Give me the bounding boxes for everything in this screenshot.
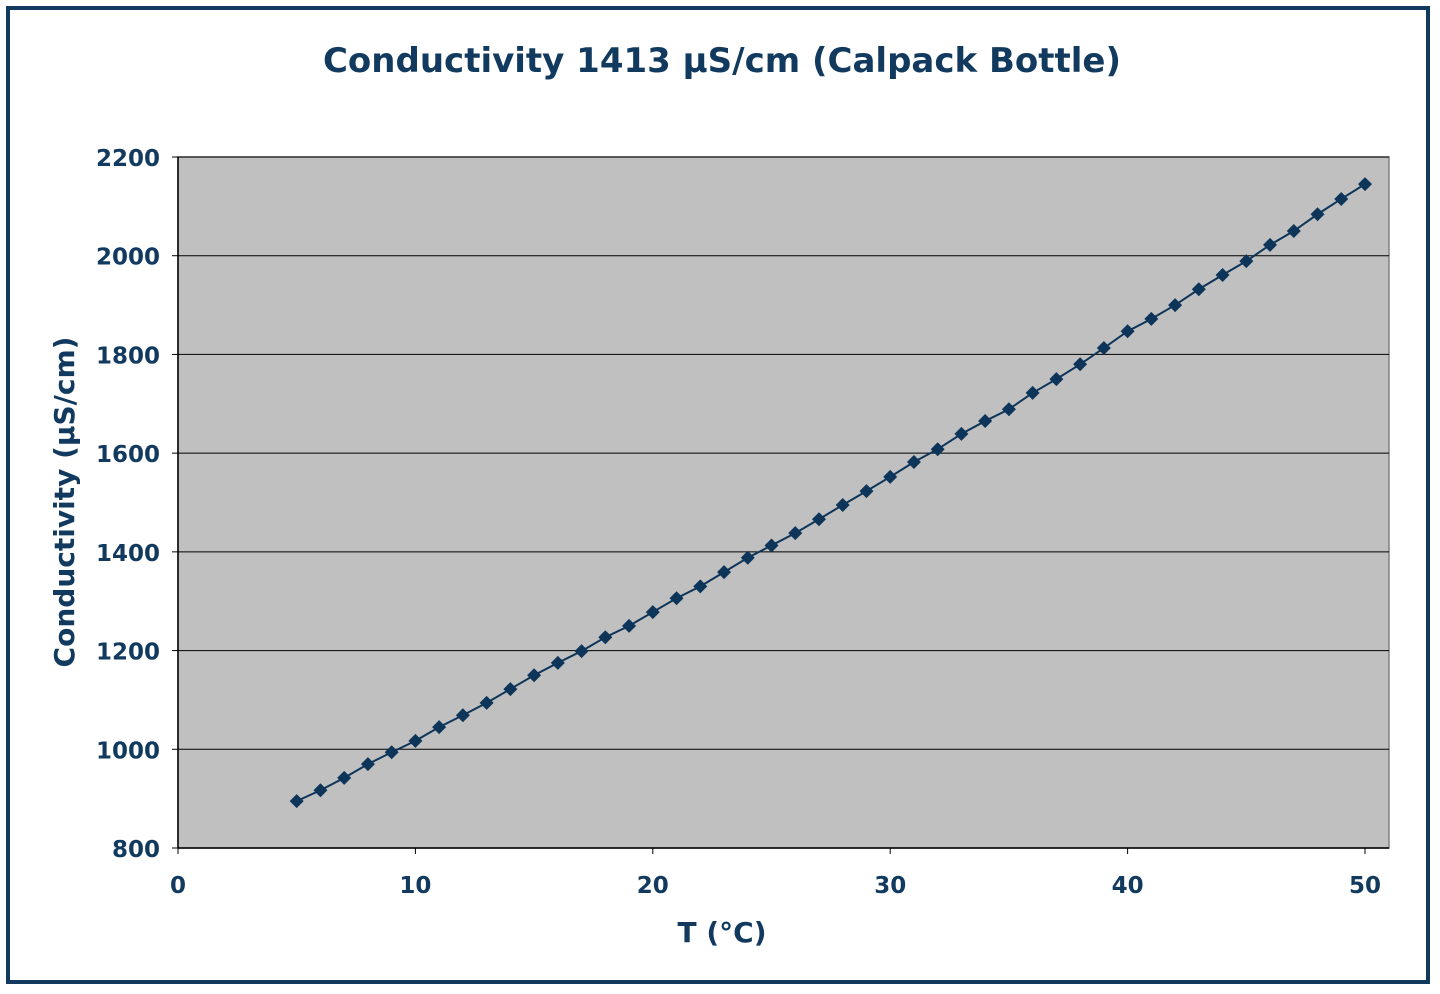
data-point	[503, 682, 518, 697]
data-point	[740, 550, 755, 565]
data-point	[479, 695, 494, 710]
data-point	[954, 426, 969, 441]
data-point	[1215, 267, 1230, 282]
data-point	[622, 618, 637, 633]
y-axis-label: Conductivity (µS/cm)	[48, 337, 81, 668]
data-point	[669, 591, 684, 606]
y-tick-label: 1000	[96, 738, 160, 764]
data-point	[1096, 341, 1111, 356]
data-point	[574, 644, 589, 659]
data-point	[717, 565, 732, 580]
data-point	[859, 484, 874, 499]
y-tick-label: 1200	[96, 640, 160, 666]
y-tick-label: 2000	[96, 245, 160, 271]
data-point	[1334, 191, 1349, 206]
data-point	[1239, 254, 1254, 269]
data-point	[1025, 385, 1040, 400]
y-tick-label: 1600	[96, 442, 160, 468]
x-tick-label: 30	[874, 873, 906, 899]
data-point	[1001, 402, 1016, 417]
y-tick-label: 2200	[96, 146, 160, 172]
data-point	[1168, 298, 1183, 313]
data-point	[811, 512, 826, 527]
data-point	[1310, 207, 1325, 222]
data-point	[337, 770, 352, 785]
data-point	[930, 442, 945, 457]
data-point	[527, 668, 542, 683]
data-point	[1049, 372, 1064, 387]
data-point	[384, 745, 399, 760]
data-point	[360, 757, 375, 772]
data-point	[1263, 237, 1278, 252]
chart-title: Conductivity 1413 µS/cm (Calpack Bottle)	[323, 41, 1121, 81]
y-tick-label: 1400	[96, 541, 160, 567]
data-point	[598, 630, 613, 645]
data-point	[883, 469, 898, 484]
series-line	[296, 183, 1366, 803]
x-tick-label: 40	[1112, 873, 1144, 899]
data-point	[1120, 324, 1135, 339]
data-point	[408, 733, 423, 748]
y-tick-label: 1800	[96, 343, 160, 369]
data-point	[455, 708, 470, 723]
data-point	[1144, 311, 1159, 326]
y-tick-label: 800	[112, 837, 160, 863]
data-point	[289, 794, 304, 809]
data-point	[978, 414, 993, 429]
x-axis-label: T (°C)	[678, 916, 767, 949]
data-point	[764, 538, 779, 553]
data-point	[645, 605, 660, 620]
data-point	[788, 526, 803, 541]
data-point	[432, 720, 447, 735]
data-point	[1286, 224, 1301, 239]
data-point	[1191, 282, 1206, 297]
data-point	[1358, 177, 1372, 192]
x-tick-label: 10	[399, 873, 431, 899]
x-tick-label: 0	[170, 873, 186, 899]
chart-frame	[6, 6, 1430, 984]
x-tick-label: 20	[637, 873, 669, 899]
data-point	[835, 497, 850, 512]
x-tick-label: 50	[1349, 873, 1381, 899]
plot-area	[177, 156, 1390, 849]
data-point	[1073, 357, 1088, 372]
data-point	[550, 655, 565, 670]
data-point	[313, 783, 328, 798]
data-point	[906, 455, 921, 470]
data-point	[693, 579, 708, 594]
